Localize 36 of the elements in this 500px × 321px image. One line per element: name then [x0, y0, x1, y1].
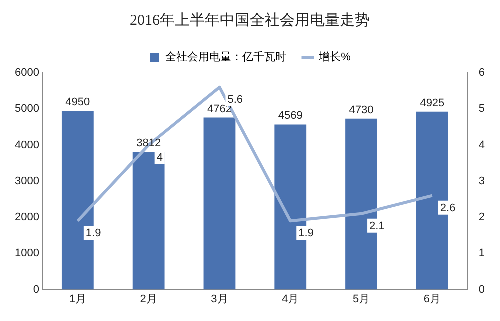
data-label: 2.1 — [370, 220, 385, 232]
y-tick-label: 6000 — [14, 67, 40, 80]
y2-tick-label: 5 — [478, 103, 486, 116]
data-label: 4569 — [278, 110, 303, 122]
data-label: 1.9 — [86, 228, 102, 240]
data-label: 2.6 — [440, 202, 456, 214]
y-tick-label: 5000 — [14, 103, 40, 116]
y2-tick-label: 3 — [478, 175, 486, 188]
data-label: 5.6 — [228, 94, 244, 106]
chart-title: 2016年上半年中国全社会用电量走势 — [130, 12, 370, 29]
x-tick-label: 4月 — [282, 293, 300, 306]
y2-tick-label: 6 — [478, 67, 486, 80]
data-label: 4 — [156, 152, 163, 164]
x-tick-label: 3月 — [211, 293, 228, 306]
data-label: 4950 — [66, 96, 90, 108]
y-tick-label: 4000 — [14, 139, 40, 152]
y-tick-label: 2000 — [14, 212, 40, 224]
y2-tick-label: 2 — [478, 212, 486, 224]
legend-label: 增长% — [318, 50, 352, 64]
bar — [204, 118, 236, 290]
y2-tick-label: 0 — [478, 284, 486, 296]
data-label: 4730 — [349, 104, 374, 116]
y2-tick-label: 1 — [478, 248, 486, 260]
y2-tick-label: 4 — [478, 139, 486, 152]
x-tick-label: 5月 — [352, 293, 370, 306]
data-label: 1.9 — [298, 228, 314, 240]
y-tick-label: 1000 — [14, 248, 40, 260]
x-tick-label: 1月 — [69, 293, 86, 306]
legend-label: 全社会用电量：亿千瓦时 — [166, 50, 287, 64]
x-tick-label: 6月 — [424, 293, 441, 306]
bar — [132, 152, 165, 290]
data-label: 3812 — [136, 138, 162, 150]
x-tick-label: 2月 — [140, 293, 158, 306]
y-tick-label: 0 — [33, 284, 40, 296]
data-label: 4925 — [420, 97, 445, 110]
y-tick-label: 3000 — [14, 175, 40, 188]
